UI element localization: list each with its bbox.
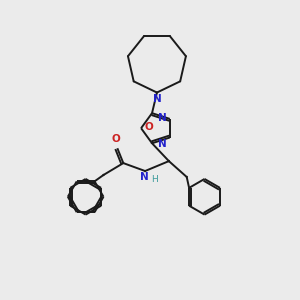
Text: N: N [140, 172, 148, 182]
Text: O: O [144, 122, 153, 132]
Text: N: N [153, 94, 161, 103]
Text: N: N [158, 113, 167, 123]
Text: O: O [111, 134, 120, 144]
Text: N: N [158, 139, 167, 148]
Text: H: H [151, 175, 158, 184]
